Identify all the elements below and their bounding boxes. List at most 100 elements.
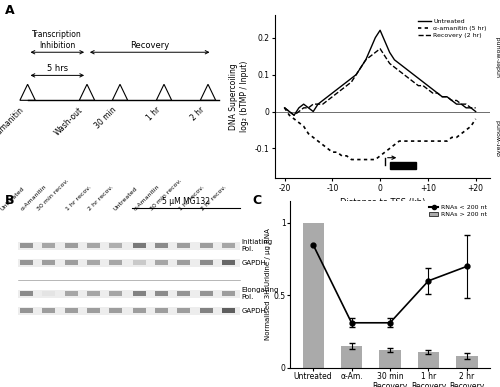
Untreated: [425, 83, 431, 88]
Untreated: [324, 94, 330, 99]
α-amanitin (5 hr): [382, 150, 388, 154]
Recovery (2 hr): [439, 94, 445, 99]
Text: GAPDH: GAPDH: [242, 308, 266, 314]
Text: 5 μM MG132: 5 μM MG132: [162, 197, 210, 205]
Bar: [418, 352, 439, 368]
Text: Initiating
Pol.: Initiating Pol.: [242, 239, 272, 252]
Recovery (2 hr): [392, 65, 398, 70]
Recovery (2 hr): [420, 83, 426, 88]
α-amanitin (5 hr): [463, 128, 469, 132]
Bar: [110, 308, 122, 313]
α-amanitin (5 hr): [330, 150, 336, 154]
Untreated: [472, 109, 478, 114]
Recovery (2 hr): [396, 68, 402, 73]
Bar: [20, 243, 33, 248]
Untreated: [306, 106, 312, 110]
α-amanitin (5 hr): [449, 135, 455, 140]
Recovery (2 hr): [416, 83, 422, 88]
Untreated: [420, 80, 426, 84]
α-amanitin (5 hr): [324, 146, 330, 151]
α-amanitin (5 hr): [396, 139, 402, 144]
Recovery (2 hr): [358, 65, 364, 70]
Text: 1 hr: 1 hr: [144, 106, 162, 123]
Untreated: [430, 87, 436, 92]
Recovery (2 hr): [449, 98, 455, 103]
Untreated: [334, 87, 340, 92]
α-amanitin (5 hr): [348, 157, 354, 162]
Untreated: [396, 61, 402, 66]
α-amanitin (5 hr): [296, 120, 302, 125]
Bar: [155, 243, 168, 248]
Untreated: [463, 106, 469, 110]
Untreated: [344, 80, 349, 84]
Recovery (2 hr): [300, 106, 306, 110]
α-amanitin (5 hr): [439, 139, 445, 144]
Legend: RNAs < 200 nt, RNAs > 200 nt: RNAs < 200 nt, RNAs > 200 nt: [429, 204, 487, 217]
Recovery (2 hr): [368, 54, 374, 58]
Untreated: [410, 72, 416, 77]
α-amanitin (5 hr): [434, 139, 440, 144]
Untreated: [282, 106, 288, 110]
α-amanitin (5 hr): [410, 139, 416, 144]
Recovery (2 hr): [324, 98, 330, 103]
Text: α-amanitin: α-amanitin: [0, 106, 26, 142]
Text: Elongating
Pol.: Elongating Pol.: [242, 287, 279, 300]
Recovery (2 hr): [348, 80, 354, 84]
Untreated: [454, 102, 460, 106]
Untreated: [368, 46, 374, 51]
Bar: [110, 260, 122, 265]
Recovery (2 hr): [344, 83, 349, 88]
α-amanitin (5 hr): [334, 150, 340, 154]
Untreated: [439, 94, 445, 99]
Bar: [133, 260, 145, 265]
Text: 2 hr recov.: 2 hr recov.: [88, 185, 115, 212]
α-amanitin (5 hr): [339, 154, 345, 158]
Untreated: [358, 65, 364, 70]
Untreated: [310, 109, 316, 114]
Text: α-Amanitin: α-Amanitin: [132, 184, 160, 212]
Recovery (2 hr): [372, 50, 378, 55]
Legend: Untreated, α-amanitin (5 hr), Recovery (2 hr): Untreated, α-amanitin (5 hr), Recovery (…: [418, 19, 487, 38]
Line: Recovery (2 hr): Recovery (2 hr): [284, 49, 476, 115]
Untreated: [377, 28, 383, 33]
Bar: [222, 243, 235, 248]
Bar: [155, 291, 168, 296]
Recovery (2 hr): [425, 87, 431, 92]
Recovery (2 hr): [296, 109, 302, 114]
Recovery (2 hr): [410, 80, 416, 84]
Bar: [64, 291, 78, 296]
Recovery (2 hr): [444, 94, 450, 99]
Recovery (2 hr): [468, 106, 474, 110]
Text: Recovery: Recovery: [130, 41, 170, 50]
Bar: [20, 308, 33, 313]
Text: B: B: [5, 194, 15, 207]
Recovery (2 hr): [330, 94, 336, 99]
Bar: [20, 291, 33, 296]
Text: 1 hr recov.: 1 hr recov.: [178, 185, 205, 212]
α-amanitin (5 hr): [406, 139, 412, 144]
α-amanitin (5 hr): [454, 135, 460, 140]
Bar: [155, 308, 168, 313]
Recovery (2 hr): [291, 113, 297, 118]
Bar: [178, 308, 190, 313]
Untreated: [291, 113, 297, 118]
Recovery (2 hr): [310, 102, 316, 106]
Text: 2 hr recov.: 2 hr recov.: [200, 185, 228, 212]
Text: 1 hr recov.: 1 hr recov.: [65, 185, 92, 212]
Bar: [222, 291, 235, 296]
Text: 30 min recov.: 30 min recov.: [36, 178, 70, 212]
Text: 2 hr: 2 hr: [188, 106, 206, 123]
Untreated: [330, 91, 336, 95]
α-amanitin (5 hr): [386, 146, 392, 151]
Bar: [18, 290, 240, 298]
Text: GAPDH: GAPDH: [242, 260, 266, 265]
α-amanitin (5 hr): [368, 157, 374, 162]
Recovery (2 hr): [401, 72, 407, 77]
Bar: [200, 308, 212, 313]
Bar: [87, 291, 100, 296]
α-amanitin (5 hr): [286, 113, 292, 118]
Bar: [18, 242, 240, 250]
Untreated: [339, 83, 345, 88]
Untreated: [468, 106, 474, 110]
α-amanitin (5 hr): [392, 142, 398, 147]
